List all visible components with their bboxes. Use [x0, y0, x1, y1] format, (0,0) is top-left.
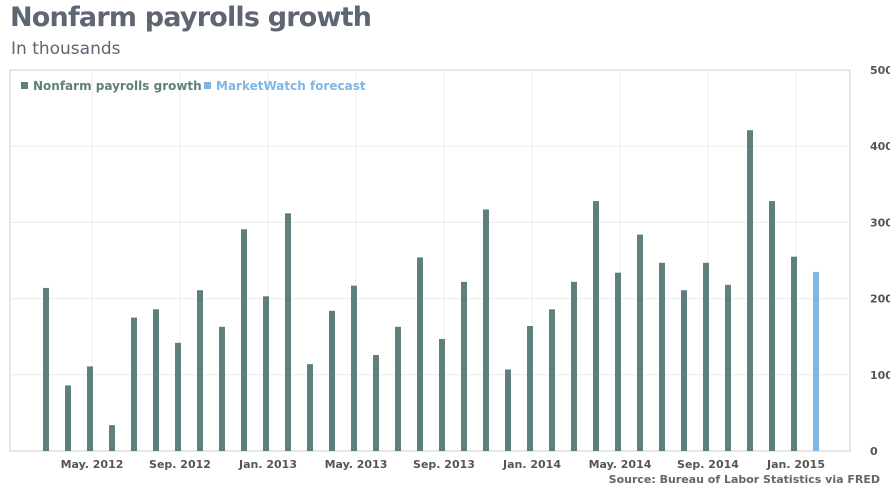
bar: [395, 326, 401, 451]
bar: [439, 338, 445, 451]
y-tick-label: 300: [870, 216, 890, 229]
chart-subtitle: In thousands: [11, 39, 121, 59]
bar: [505, 369, 511, 451]
bar: [813, 271, 819, 451]
bar: [197, 290, 203, 451]
legend-swatch: [204, 82, 211, 89]
x-tick-label: Jan. 2014: [502, 458, 561, 471]
plot-frame: [9, 69, 851, 452]
bar: [549, 309, 555, 451]
bar: [703, 262, 709, 451]
bar: [109, 425, 115, 451]
bar: [725, 284, 731, 451]
bar: [791, 256, 797, 451]
y-tick-label: 500: [870, 64, 890, 77]
bar: [747, 130, 753, 451]
bar: [615, 272, 621, 451]
bar: [373, 354, 379, 451]
bar: [65, 385, 71, 451]
x-tick-label: May. 2012: [61, 458, 124, 471]
bar: [241, 229, 247, 451]
bar: [417, 257, 423, 451]
legend-swatch: [21, 82, 28, 89]
bar: [87, 366, 93, 451]
chart-title: Nonfarm payrolls growth: [10, 2, 372, 33]
bar: [153, 309, 159, 451]
bar: [659, 262, 665, 451]
x-tick-label: Sep. 2013: [413, 458, 475, 471]
bar: [307, 364, 313, 451]
x-tick-label: Sep. 2014: [677, 458, 739, 471]
bar: [285, 213, 291, 451]
bar: [461, 281, 467, 451]
y-tick-label: 200: [870, 293, 890, 306]
bar: [637, 234, 643, 451]
bar: [483, 209, 489, 451]
bar: [43, 287, 49, 451]
bar: [263, 296, 269, 451]
source-note: Source: Bureau of Labor Statistics via F…: [608, 473, 880, 486]
x-tick-label: Sep. 2012: [149, 458, 211, 471]
bar: [681, 290, 687, 451]
bar: [769, 201, 775, 451]
legend-label: MarketWatch forecast: [216, 79, 366, 93]
x-tick-label: Jan. 2015: [766, 458, 825, 471]
bar: [329, 310, 335, 451]
bar: [219, 326, 225, 451]
x-tick-label: May. 2013: [325, 458, 388, 471]
legend-label: Nonfarm payrolls growth: [33, 79, 202, 93]
y-tick-label: 0: [870, 445, 878, 458]
y-tick-label: 100: [870, 369, 890, 382]
bar: [175, 342, 181, 451]
bar: [593, 201, 599, 451]
bar: [571, 281, 577, 451]
bar: [351, 285, 357, 451]
bar: [131, 317, 137, 451]
x-tick-label: May. 2014: [589, 458, 652, 471]
x-tick-label: Jan. 2013: [238, 458, 297, 471]
y-tick-label: 400: [870, 140, 890, 153]
bar: [527, 326, 533, 451]
